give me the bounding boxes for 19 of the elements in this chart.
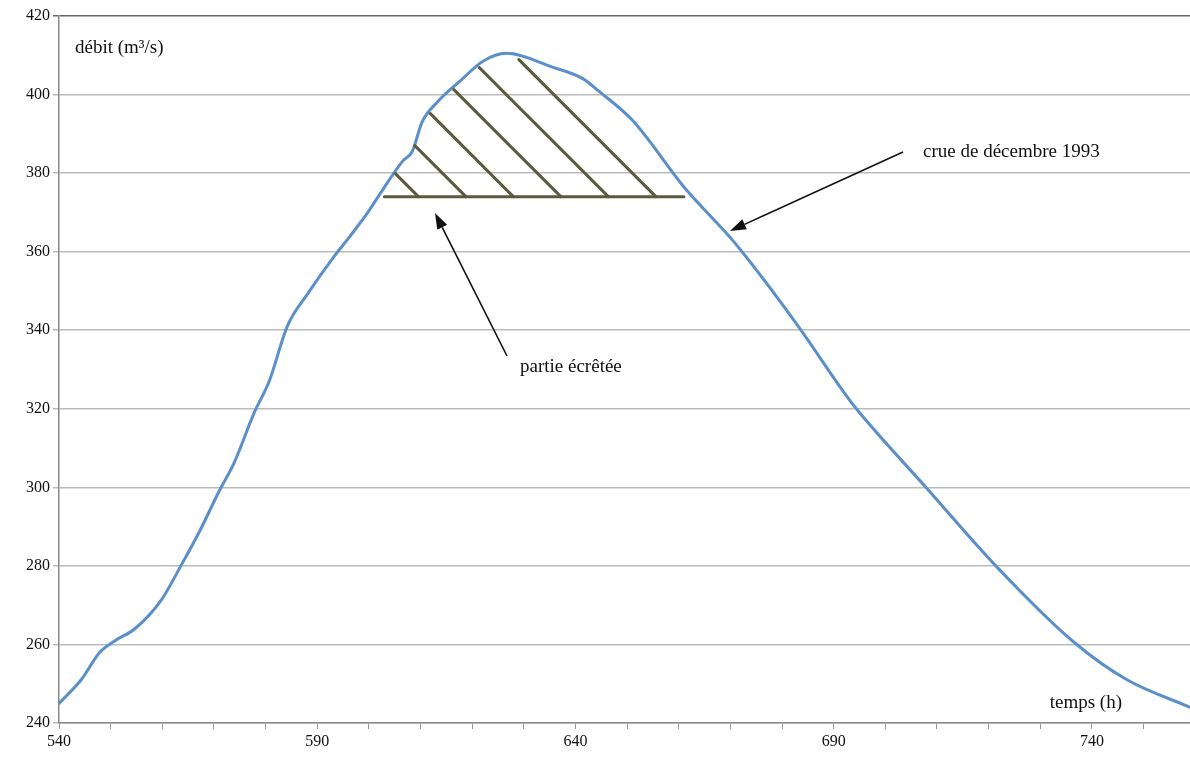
y-tick-label: 280: [26, 556, 50, 574]
y-tick-label: 360: [26, 241, 50, 259]
x-tick-label: 690: [821, 731, 846, 749]
x-tick-label: 590: [305, 731, 330, 749]
x-tick-label: 640: [563, 731, 588, 749]
y-tick-label: 420: [26, 6, 50, 24]
annotation: partie écrêtée: [520, 354, 622, 376]
y-tick-label: 400: [26, 84, 50, 102]
x-tick-label: 740: [1079, 731, 1104, 749]
y-tick-label: 320: [26, 398, 50, 416]
y-tick-label: 300: [26, 477, 50, 495]
x-axis-title: temps (h): [1049, 690, 1122, 713]
x-tick-label: 540: [47, 731, 71, 749]
y-axis-title: débit (m³/s): [75, 35, 164, 58]
y-tick-label: 380: [26, 163, 50, 181]
y-tick-label: 240: [26, 713, 50, 731]
y-tick-label: 340: [26, 320, 50, 338]
y-tick-label: 260: [26, 634, 50, 652]
annotation: crue de décembre 1993: [923, 139, 1100, 161]
